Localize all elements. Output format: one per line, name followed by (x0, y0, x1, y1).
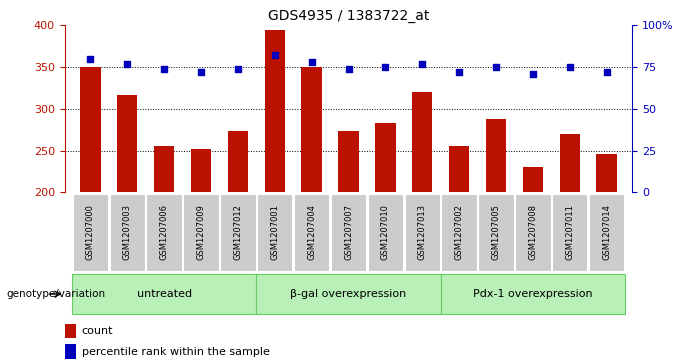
Text: GSM1207010: GSM1207010 (381, 204, 390, 260)
Bar (523, 167, 543, 192)
Text: GSM1207011: GSM1207011 (565, 204, 574, 260)
Point (343, 66, 354, 72)
Bar (265, 29, 285, 192)
Point (158, 66, 169, 72)
FancyBboxPatch shape (146, 194, 182, 271)
Bar (375, 123, 396, 192)
FancyBboxPatch shape (294, 194, 329, 271)
FancyBboxPatch shape (256, 274, 441, 314)
Point (380, 64, 391, 70)
Point (601, 69, 612, 75)
FancyBboxPatch shape (552, 194, 588, 271)
FancyBboxPatch shape (441, 274, 625, 314)
FancyBboxPatch shape (73, 194, 108, 271)
Text: Pdx-1 overexpression: Pdx-1 overexpression (473, 289, 593, 299)
Text: GSM1207013: GSM1207013 (418, 204, 427, 260)
Point (417, 61, 428, 67)
Text: genotype/variation: genotype/variation (7, 289, 106, 299)
Text: GSM1207003: GSM1207003 (123, 204, 132, 260)
Text: count: count (82, 326, 113, 336)
Point (490, 64, 501, 70)
Text: GSM1207014: GSM1207014 (602, 204, 611, 260)
Point (196, 69, 207, 75)
Text: GSM1207002: GSM1207002 (455, 204, 464, 260)
FancyBboxPatch shape (441, 194, 477, 271)
Bar (596, 154, 617, 192)
FancyBboxPatch shape (405, 194, 440, 271)
Bar (154, 146, 174, 192)
FancyBboxPatch shape (72, 274, 256, 314)
Point (454, 69, 464, 75)
Text: GSM1207006: GSM1207006 (160, 204, 169, 260)
Point (269, 53, 280, 58)
Point (122, 61, 133, 67)
FancyBboxPatch shape (515, 194, 551, 271)
Bar (560, 134, 580, 192)
FancyBboxPatch shape (478, 194, 513, 271)
Point (528, 71, 539, 77)
Bar (117, 95, 137, 192)
Bar (228, 131, 248, 192)
Bar (449, 146, 469, 192)
Text: GSM1207012: GSM1207012 (233, 204, 242, 260)
Text: GSM1207009: GSM1207009 (197, 204, 205, 260)
FancyBboxPatch shape (257, 194, 292, 271)
Text: GSM1207008: GSM1207008 (528, 204, 537, 260)
Title: GDS4935 / 1383722_at: GDS4935 / 1383722_at (268, 9, 429, 23)
Bar (80, 67, 101, 192)
Point (85, 56, 96, 62)
Point (564, 64, 575, 70)
Text: GSM1207001: GSM1207001 (270, 204, 279, 260)
Bar (65, 344, 76, 359)
Bar (412, 92, 432, 192)
Text: GSM1207004: GSM1207004 (307, 204, 316, 260)
Point (306, 59, 317, 65)
FancyBboxPatch shape (589, 194, 624, 271)
Text: β-gal overexpression: β-gal overexpression (290, 289, 407, 299)
Text: GSM1207005: GSM1207005 (492, 204, 500, 260)
Text: GSM1207007: GSM1207007 (344, 204, 353, 260)
Text: percentile rank within the sample: percentile rank within the sample (82, 347, 269, 357)
FancyBboxPatch shape (330, 194, 367, 271)
FancyBboxPatch shape (368, 194, 403, 271)
Bar (191, 149, 211, 192)
Bar (65, 324, 76, 338)
Bar (339, 131, 358, 192)
FancyBboxPatch shape (184, 194, 219, 271)
Bar (301, 67, 322, 192)
Bar (486, 119, 506, 192)
Point (233, 66, 243, 72)
FancyBboxPatch shape (109, 194, 145, 271)
Text: untreated: untreated (137, 289, 192, 299)
Text: GSM1207000: GSM1207000 (86, 204, 95, 260)
FancyBboxPatch shape (220, 194, 256, 271)
